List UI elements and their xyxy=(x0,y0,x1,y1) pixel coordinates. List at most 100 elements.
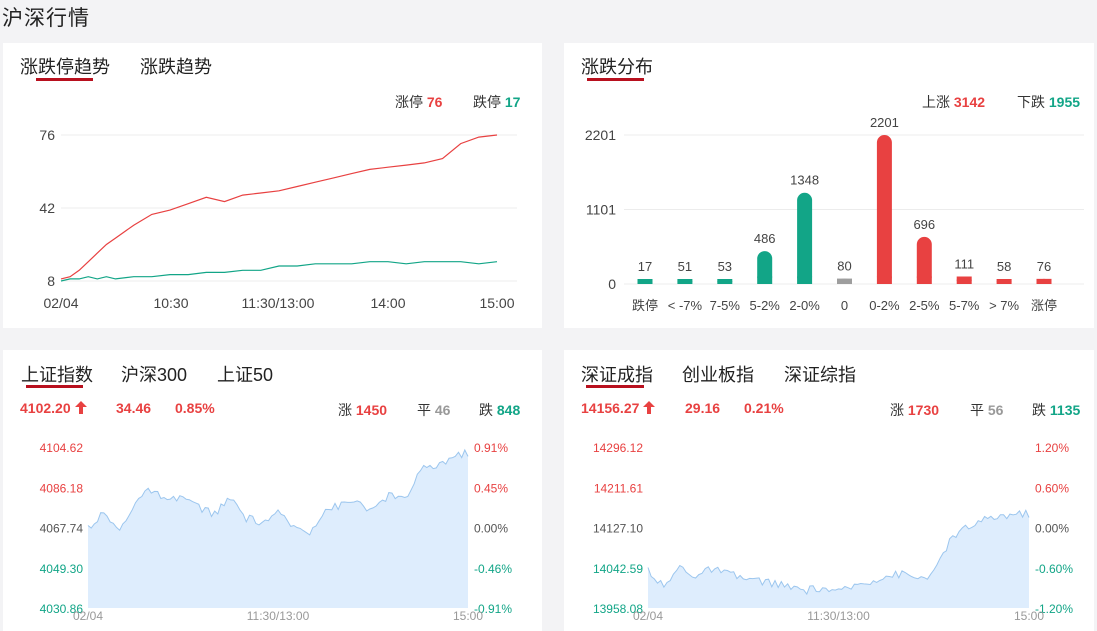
bar-category-label: 2-5% xyxy=(909,298,940,313)
sz-index-card: 深证成指 创业板指 深证综指 14156.27 29.16 0.21% 涨 17… xyxy=(564,350,1094,631)
tab-sse50[interactable]: 上证50 xyxy=(217,365,274,385)
distribution-bar-base xyxy=(916,276,932,284)
price-value: 14156.27 xyxy=(581,400,640,416)
distribution-bar-base xyxy=(757,276,773,284)
bar-category-label: 5-7% xyxy=(949,298,980,313)
down-count: 848 xyxy=(496,402,521,418)
tab-sz-composite[interactable]: 深证综指 xyxy=(784,365,856,385)
bar-category-label: < -7% xyxy=(668,298,703,313)
x-tick-label: 15:00 xyxy=(453,609,483,623)
bar-value-label: 1348 xyxy=(790,173,819,188)
title-underline xyxy=(587,78,644,81)
up-count-stat: 涨 1450 xyxy=(338,400,387,420)
index-change: 29.16 xyxy=(685,400,721,416)
total-up-label: 上涨 xyxy=(922,94,950,110)
total-up-stat: 上涨 3142 xyxy=(922,92,985,112)
index-price: 4102.20 xyxy=(20,400,87,416)
bar-value-label: 76 xyxy=(1037,259,1051,274)
y-tick-label: 0 xyxy=(608,276,616,292)
bar-category-label: 跌停 xyxy=(632,298,658,313)
tab-sz-component[interactable]: 深证成指 xyxy=(581,365,653,385)
left-tick-label: 4030.86 xyxy=(40,602,84,616)
flat-label: 平 xyxy=(970,402,984,418)
right-tick-label: 0.00% xyxy=(474,522,508,536)
distribution-bar-base xyxy=(797,276,813,284)
distribution-bar-base xyxy=(637,279,653,284)
page-title: 沪深行情 xyxy=(2,7,90,30)
sz-index-chart: 14296.12 1.20% 14211.61 0.60% 14127.10 0.00% 1… xyxy=(593,441,1073,623)
right-tick-label: -0.46% xyxy=(474,562,512,576)
x-tick-label: 02/04 xyxy=(43,295,78,311)
left-tick-label: 4067.74 xyxy=(40,522,84,536)
index-price: 14156.27 xyxy=(581,400,656,416)
right-tick-label: 0.45% xyxy=(474,481,508,495)
x-tick-label: 15:00 xyxy=(479,295,514,311)
left-tick-label: 14042.59 xyxy=(593,562,643,576)
distribution-bar xyxy=(757,251,773,284)
distribution-bar xyxy=(876,135,892,284)
sh-index-card: 上证指数 沪深300 上证50 4102.20 34.46 0.85% 涨 14… xyxy=(3,350,542,631)
bar-value-label: 51 xyxy=(678,259,692,274)
left-tick-label: 14127.10 xyxy=(593,522,643,536)
total-down-value: 1955 xyxy=(1048,94,1081,110)
distribution-bar-base xyxy=(996,279,1012,284)
left-tick-label: 14211.61 xyxy=(594,481,643,495)
tab-csi300[interactable]: 沪深300 xyxy=(121,365,188,385)
up-count-stat: 涨 1730 xyxy=(890,400,939,420)
index-change-pct: 0.85% xyxy=(175,400,215,416)
limit-down-stat: 跌停 17 xyxy=(473,92,520,112)
tab-up-down-trend[interactable]: 涨跌趋势 xyxy=(140,57,212,77)
x-tick-label: 11:30/13:00 xyxy=(807,609,870,623)
x-tick-label: 11:30/13:00 xyxy=(242,295,315,311)
bar-value-label: 80 xyxy=(837,259,851,274)
flat-count-stat: 平 46 xyxy=(417,400,450,420)
bar-value-label: 58 xyxy=(997,259,1011,274)
tab-active-underline xyxy=(26,385,83,388)
x-tick-label: 15:00 xyxy=(1014,609,1044,623)
total-down-label: 下跌 xyxy=(1017,94,1045,110)
tab-chinext[interactable]: 创业板指 xyxy=(682,365,754,385)
bar-category-label: 0 xyxy=(841,298,848,313)
down-label: 跌 xyxy=(479,402,493,418)
distribution-bar-base xyxy=(956,276,972,284)
flat-count-stat: 平 56 xyxy=(970,400,1003,420)
up-count: 1450 xyxy=(355,402,388,418)
bar-category-label: 5-2% xyxy=(750,298,781,313)
right-tick-label: -0.91% xyxy=(474,602,512,616)
arrow-up-icon xyxy=(74,401,87,414)
right-tick-label: 0.91% xyxy=(474,441,508,455)
x-tick-label: 02/04 xyxy=(73,609,103,623)
tab-sh-composite[interactable]: 上证指数 xyxy=(21,365,93,385)
bar-value-label: 696 xyxy=(913,217,935,232)
left-tick-label: 4049.30 xyxy=(40,562,84,576)
left-tick-label: 14296.12 xyxy=(593,441,643,455)
tab-active-underline xyxy=(36,78,93,81)
flat-count: 46 xyxy=(434,402,451,418)
distribution-chart: 2201 1101 0 17 跌停 51 < -7% 53 7-5% 486 5-2% 1348 2-0… xyxy=(585,115,1084,313)
distribution-bar-base xyxy=(876,276,892,284)
total-down-stat: 下跌 1955 xyxy=(1017,92,1080,112)
y-tick-label: 42 xyxy=(39,200,55,216)
bar-category-label: 2-0% xyxy=(789,298,820,313)
distribution-bar-base xyxy=(837,278,852,284)
bar-value-label: 2201 xyxy=(870,115,899,130)
limit-down-value: 17 xyxy=(504,94,521,110)
index-line xyxy=(647,509,1030,596)
down-count: 1135 xyxy=(1049,402,1081,418)
limit-up-value: 76 xyxy=(426,94,443,110)
price-value: 4102.20 xyxy=(20,400,71,416)
right-tick-label: -1.20% xyxy=(1035,602,1073,616)
arrow-up-icon xyxy=(643,401,656,414)
down-label: 跌 xyxy=(1032,402,1046,418)
limit-trend-card: 涨跌停趋势 涨跌趋势 涨停 76 跌停 17 76 42 8 02/04 10:30 11… xyxy=(3,43,542,328)
y-tick-label: 76 xyxy=(39,127,55,143)
distribution-bar xyxy=(916,236,932,284)
x-tick-label: 02/04 xyxy=(633,609,663,623)
limit-down-label: 跌停 xyxy=(473,94,501,110)
index-line xyxy=(87,448,469,536)
bar-category-label: 0-2% xyxy=(869,298,900,313)
down-count-stat: 跌 1135 xyxy=(1032,400,1080,420)
tab-limit-trend[interactable]: 涨跌停趋势 xyxy=(20,57,110,77)
index-area-fill xyxy=(648,510,1029,608)
limit-up-stat: 涨停 76 xyxy=(395,92,442,112)
